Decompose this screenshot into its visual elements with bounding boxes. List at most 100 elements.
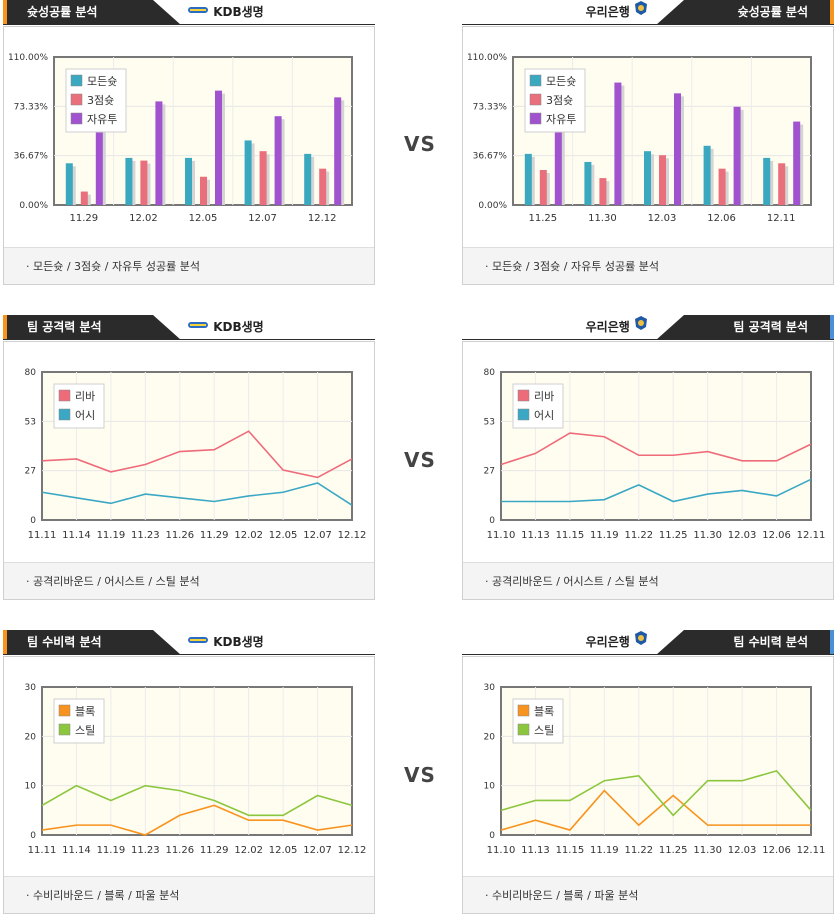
y-tick-label: 73.33% bbox=[473, 102, 508, 112]
legend-label: 블록 bbox=[534, 705, 554, 718]
y-tick-label: 10 bbox=[25, 782, 37, 792]
bar bbox=[185, 157, 192, 205]
legend-label: 스틸 bbox=[534, 724, 554, 737]
x-tick-label: 11.23 bbox=[131, 845, 160, 856]
header-right: 우리은행 슛성공률 분석 bbox=[462, 0, 834, 25]
vs-label: VS bbox=[404, 132, 436, 156]
legend-box bbox=[512, 383, 564, 429]
x-tick-label: 11.29 bbox=[69, 213, 98, 224]
x-tick-label: 11.29 bbox=[200, 845, 229, 856]
y-tick-label: 20 bbox=[25, 732, 37, 742]
series-line bbox=[41, 430, 353, 479]
legend-swatch bbox=[517, 389, 530, 402]
team-left-name: KDB생명 bbox=[213, 320, 264, 334]
section-offense: 팀 공격력 분석 KDB생명 우리은행 팀 공격력 분석 0 27 53 80 11.1… bbox=[0, 315, 837, 601]
x-tick-label: 12.07 bbox=[248, 213, 277, 224]
team-right-name: 우리은행 bbox=[585, 5, 630, 19]
panel-offense-right: 0 27 53 80 11.10 11.13 11.15 11.19 11.22 11.25 11.… bbox=[462, 341, 834, 600]
x-tick-label: 12.03 bbox=[728, 845, 757, 856]
legend-swatch bbox=[58, 408, 71, 421]
bar bbox=[274, 116, 282, 205]
y-tick-label: 30 bbox=[25, 683, 37, 693]
legend-label: 스틸 bbox=[75, 724, 95, 737]
y-tick-label: 80 bbox=[484, 368, 496, 378]
bar bbox=[674, 93, 681, 205]
bar bbox=[215, 90, 222, 205]
x-tick-label: 11.26 bbox=[165, 845, 194, 856]
x-tick-label: 11.19 bbox=[97, 530, 126, 541]
team-left-name: KDB생명 bbox=[213, 5, 264, 19]
panel-defense-left: 0 10 20 30 11.11 11.14 11.19 11.23 11.26 11.29 12.… bbox=[3, 656, 375, 914]
bar bbox=[584, 161, 592, 205]
bar bbox=[778, 163, 786, 205]
x-tick-label: 12.06 bbox=[707, 213, 736, 224]
legend-swatch bbox=[70, 112, 83, 125]
panel-footer: · 모든슛 / 3점슛 / 자유투 성공률 분석 bbox=[4, 247, 374, 284]
header-divider bbox=[3, 339, 375, 340]
panel-offense-left: 0 27 53 80 11.11 11.14 11.19 11.23 11.26 11.29 12.… bbox=[3, 341, 375, 600]
header-left: 슛성공률 분석 KDB생명 bbox=[3, 0, 375, 25]
panel-footer: · 수비리바운드 / 블록 / 파울 분석 bbox=[4, 876, 374, 913]
bar bbox=[319, 168, 327, 205]
x-tick-label: 11.13 bbox=[521, 530, 550, 541]
bar bbox=[718, 168, 726, 205]
header-right: 우리은행 팀 공격력 분석 bbox=[462, 315, 834, 340]
bar bbox=[793, 121, 801, 205]
x-tick-label: 11.14 bbox=[62, 530, 91, 541]
legend-swatch bbox=[517, 704, 530, 717]
legend-label: 모든슛 bbox=[546, 75, 576, 88]
x-tick-label: 11.10 bbox=[487, 530, 516, 541]
x-tick-label: 11.30 bbox=[693, 845, 722, 856]
legend-label: 모든슛 bbox=[87, 75, 117, 88]
legend-swatch bbox=[58, 389, 71, 402]
kdb-logo-icon bbox=[187, 315, 209, 340]
bar bbox=[703, 145, 711, 205]
series-line bbox=[41, 804, 353, 836]
panel-shot-left: 0.00% 36.67% 73.33% 110.00% 11.29 12.02 12.05 1… bbox=[3, 26, 375, 285]
bar bbox=[304, 153, 312, 205]
team-right-label: 우리은행 bbox=[586, 630, 648, 655]
header-left: 팀 수비력 분석 KDB생명 bbox=[3, 630, 375, 655]
y-tick-label: 20 bbox=[484, 732, 496, 742]
y-tick-label: 53 bbox=[25, 417, 36, 427]
x-tick-label: 12.02 bbox=[234, 845, 263, 856]
legend-label: 자유투 bbox=[546, 113, 576, 126]
bar bbox=[155, 101, 163, 205]
bar bbox=[614, 82, 622, 205]
offense-chart-right: 0 27 53 80 11.10 11.13 11.15 11.19 11.22 11.25 11.… bbox=[484, 368, 826, 541]
defense-chart-left: 0 10 20 30 11.11 11.14 11.19 11.23 11.26 11.29 12.… bbox=[25, 683, 367, 856]
bar bbox=[140, 160, 148, 205]
woori-logo-icon bbox=[634, 0, 648, 25]
legend-label: 블록 bbox=[75, 705, 95, 718]
x-tick-label: 11.11 bbox=[28, 530, 57, 541]
header-divider bbox=[462, 339, 834, 340]
series-line bbox=[41, 482, 353, 506]
y-tick-label: 0.00% bbox=[19, 201, 48, 211]
x-tick-label: 12.12 bbox=[338, 530, 367, 541]
woori-logo-icon bbox=[634, 630, 648, 655]
x-tick-label: 12.12 bbox=[308, 213, 337, 224]
x-tick-label: 11.19 bbox=[590, 845, 619, 856]
kdb-logo-icon bbox=[187, 0, 209, 25]
x-tick-label: 12.11 bbox=[797, 530, 826, 541]
x-tick-label: 12.03 bbox=[728, 530, 757, 541]
x-tick-label: 11.25 bbox=[659, 845, 688, 856]
bar bbox=[599, 178, 607, 205]
section-shot: 슛성공률 분석 KDB생명 우리은행 슛성공률 분석 0.00% 36.67% 73… bbox=[0, 0, 837, 286]
bar bbox=[125, 157, 133, 205]
team-left-label: KDB생명 bbox=[187, 630, 264, 655]
x-tick-label: 11.26 bbox=[165, 530, 194, 541]
legend-swatch bbox=[529, 112, 542, 125]
legend-swatch bbox=[70, 93, 83, 106]
series-line bbox=[501, 478, 812, 503]
y-tick-label: 0 bbox=[30, 831, 36, 841]
bar bbox=[200, 176, 207, 205]
panel-footer: · 수비리바운드 / 블록 / 파울 분석 bbox=[463, 876, 833, 913]
bar bbox=[65, 163, 73, 205]
legend-label: 3점슛 bbox=[87, 94, 114, 107]
x-tick-label: 11.22 bbox=[624, 845, 653, 856]
x-tick-label: 12.06 bbox=[762, 530, 791, 541]
vs-label: VS bbox=[404, 763, 436, 787]
bar bbox=[95, 114, 103, 205]
section-defense: 팀 수비력 분석 KDB생명 우리은행 팀 수비력 분석 0 10 20 30 11.1… bbox=[0, 630, 837, 914]
